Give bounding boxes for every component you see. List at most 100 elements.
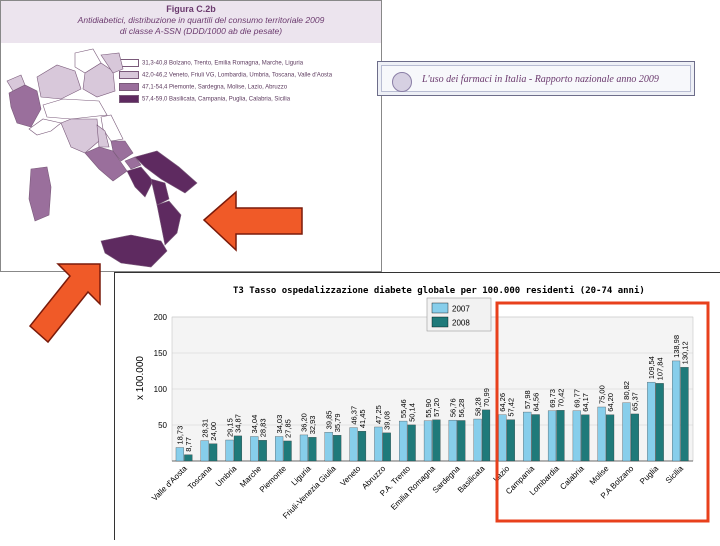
legend-row-q2: 42,0-46,2 Veneto, Friuli VG, Lombardia, …: [119, 71, 332, 79]
map-region-campania: [126, 166, 154, 198]
data-label-2008: 50,14: [407, 403, 416, 422]
data-label-2008: 57,20: [432, 398, 441, 417]
x-tick-label: Calabria: [558, 464, 586, 492]
hospitalization-bar-chart: T3 Tasso ospedalizzazione diabete global…: [135, 285, 710, 523]
legend-regions-q4: Basilicata, Campania, Puglia, Calabria, …: [169, 96, 291, 103]
map-region-veneto: [82, 62, 116, 98]
x-tick-label: Molise: [588, 464, 611, 487]
arrow-left-shape: [202, 190, 303, 252]
data-label-2008: 28,83: [259, 418, 268, 437]
bar-2008: [333, 435, 342, 462]
map-header: Figura C.2b Antidiabetici, distribuzione…: [1, 1, 381, 43]
bar-2007: [672, 360, 681, 462]
data-label-2007: 46,37: [349, 406, 358, 425]
legend-swatch-2007: [431, 302, 449, 314]
data-label-2008: 64,56: [531, 393, 540, 412]
legend-range-q2: 42,0-46,2: [142, 72, 168, 79]
bar-2008: [556, 410, 565, 462]
arrow-diagonal-shape: [28, 263, 101, 344]
bar-2008: [382, 432, 391, 462]
bar-2007: [473, 418, 482, 462]
bar-2007: [200, 440, 209, 462]
bar-2008: [531, 414, 540, 462]
arrow-diagonal-icon: [28, 263, 101, 344]
map-region-lombardia: [36, 64, 82, 100]
legend-regions-q1: Bolzano, Trento, Emilia Romagna, Marche,…: [169, 60, 304, 67]
x-tick-label: Basilicata: [456, 464, 487, 495]
data-label-2008: 70,99: [482, 388, 491, 407]
legend-regions-q2: Veneto, Friuli VG, Lombardia, Umbria, To…: [169, 72, 333, 79]
chart-title: T3 Tasso ospedalizzazione diabete global…: [233, 285, 645, 296]
data-label-2008: 65,37: [631, 392, 640, 411]
bar-2008: [606, 414, 615, 462]
legend-range-q1: 31,3-40,8: [142, 60, 168, 67]
map-region-puglia: [134, 150, 198, 194]
data-label-2007: 75,00: [597, 385, 606, 404]
bar-2007: [597, 406, 606, 462]
chart-panel: T3 Tasso ospedalizzazione diabete global…: [114, 272, 720, 540]
data-label-2007: 39,85: [325, 411, 334, 430]
legend-swatch-q2: [119, 71, 139, 79]
legend-range-q4: 57,4-59,0: [142, 96, 168, 103]
data-label-2008: 57,42: [507, 398, 516, 417]
bar-2007: [299, 434, 309, 462]
data-label-2007: 55,90: [424, 399, 433, 418]
map-region-umbria: [96, 124, 110, 148]
data-label-2007: 69,73: [548, 389, 557, 408]
x-tick-label: Piemonte: [258, 464, 289, 495]
bar-2008: [630, 413, 639, 462]
map-region-sicilia: [100, 234, 168, 268]
figure-label: Figura C.2b: [166, 4, 216, 14]
data-label-2008: 24,00: [209, 422, 218, 441]
x-tick-label: Emilia Romagna: [389, 464, 437, 512]
bar-2008: [209, 443, 218, 462]
bar-2008: [308, 437, 317, 462]
data-label-2007: 55,46: [399, 399, 408, 418]
data-label-2007: 34,03: [275, 415, 284, 434]
bar-2007: [647, 381, 656, 462]
bar-2008: [432, 419, 441, 462]
highlight-box: [495, 301, 710, 523]
data-label-2007: 109,54: [647, 356, 656, 379]
bar-2007: [498, 414, 507, 462]
data-label-2008: 27,85: [283, 419, 292, 438]
bar-2007: [374, 426, 383, 462]
x-tick-label: Sicilia: [664, 464, 686, 486]
bar-2008: [357, 431, 367, 462]
y-tick-label: 200: [154, 313, 168, 322]
map-region-calabria: [156, 200, 182, 246]
x-tick-label: Lazio: [491, 464, 511, 484]
data-label-2007: 36,20: [300, 413, 309, 432]
bar-2007: [572, 410, 581, 462]
x-tick-label: Umbria: [214, 464, 239, 489]
data-label-2007: 56,76: [449, 398, 458, 417]
legend-regions-q3: Piemonte, Sardegna, Molise, Lazio, Abruz…: [169, 84, 288, 91]
data-label-2008: 130,12: [680, 341, 689, 364]
x-tick-label: Liguria: [290, 464, 314, 488]
data-label-2007: 69,77: [573, 389, 582, 408]
bar-2007: [175, 447, 184, 462]
x-tick-label: Puglia: [638, 464, 660, 486]
map-title-line2: di classe A-SSN (DDD/1000 ab die pesate): [119, 26, 283, 36]
italy-map: [6, 48, 198, 268]
y-tick-label: 100: [154, 385, 168, 394]
x-tick-label: Toscana: [186, 464, 214, 492]
bar-2008: [680, 367, 689, 462]
bar-2008: [655, 383, 664, 462]
data-label-2007: 57,98: [523, 390, 532, 409]
bar-2007: [547, 410, 557, 462]
data-label-2007: 29,15: [225, 418, 234, 437]
y-tick-label: 150: [154, 349, 168, 358]
report-logo-icon: [392, 72, 412, 92]
data-label-2007: 64,26: [498, 393, 507, 412]
map-region-marche: [100, 114, 124, 142]
map-region-liguria: [28, 118, 62, 136]
legend-range-q3: 47,1-54,4: [142, 84, 168, 91]
legend-swatch-q3: [119, 83, 139, 91]
bar-2007: [250, 436, 259, 462]
data-label-2007: 80,82: [622, 381, 631, 400]
bar-2008: [184, 454, 193, 462]
legend-swatch-q4: [119, 95, 139, 103]
bar-2007: [622, 402, 631, 462]
legend-row-q4: 57,4-59,0 Basilicata, Campania, Puglia, …: [119, 95, 290, 103]
